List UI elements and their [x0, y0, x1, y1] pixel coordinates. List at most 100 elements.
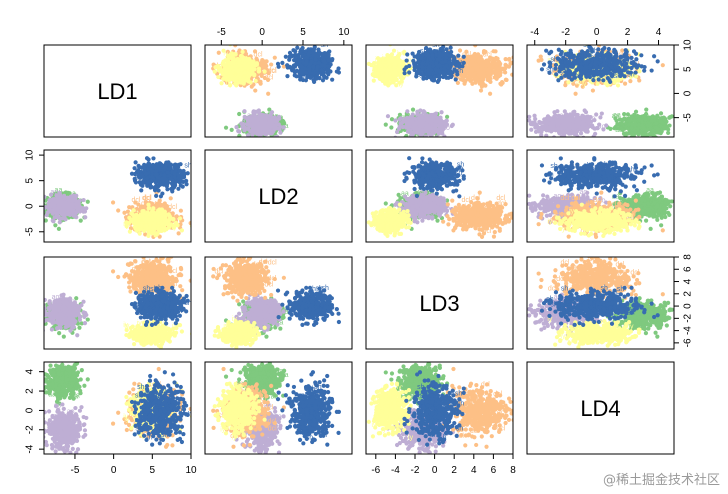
point: [265, 68, 270, 73]
point: [373, 71, 378, 76]
point: [418, 116, 423, 121]
point: [420, 64, 425, 70]
point: [371, 78, 376, 83]
point: [251, 109, 256, 114]
point: [622, 116, 627, 121]
point: [380, 68, 385, 73]
point: [462, 81, 467, 86]
point: [309, 74, 314, 79]
point: [306, 47, 311, 52]
point: [632, 118, 637, 123]
point: [476, 58, 481, 63]
panel-ld1-ld3: aaaaaaaaaaaaaaaaaaaaaaaaaaaaaaaaaaaaaaaa…: [365, 44, 514, 138]
point: [221, 59, 226, 64]
point: [480, 61, 485, 66]
point: [258, 112, 263, 117]
point: [225, 49, 230, 54]
point: [412, 61, 417, 66]
points-ld1-ld4: aaaaaaaaaaaaaaaaaaaaaaaaaaaaaaaaaaaaaaaa…: [527, 45, 674, 137]
point: [329, 58, 334, 63]
point: [220, 72, 225, 77]
point: [227, 83, 233, 88]
point: [443, 59, 448, 64]
point: [398, 116, 404, 121]
point: [293, 49, 298, 54]
point: [291, 57, 297, 63]
point: [503, 66, 508, 71]
point: [444, 114, 450, 119]
point: [233, 45, 238, 48]
point-label: iy: [223, 50, 229, 57]
point: [461, 54, 466, 59]
point: [240, 49, 245, 54]
point: [503, 77, 508, 82]
point: [281, 119, 286, 124]
point: [410, 107, 416, 112]
point: [228, 66, 233, 71]
point: [228, 45, 233, 47]
point: [452, 55, 457, 60]
point: [383, 122, 388, 127]
point: [449, 49, 454, 55]
point: [439, 125, 444, 130]
point: [410, 51, 415, 56]
point: [239, 56, 244, 61]
point: [625, 131, 630, 136]
point-label: aa: [612, 113, 620, 120]
point: [216, 50, 221, 55]
point: [239, 121, 244, 126]
point: [304, 60, 309, 66]
point: [269, 131, 274, 136]
point: [446, 60, 452, 65]
point: [234, 125, 239, 130]
point: [630, 132, 635, 137]
point: [472, 57, 477, 62]
point: [221, 48, 226, 53]
point: [439, 110, 444, 115]
point: [658, 119, 663, 124]
point: [510, 72, 513, 77]
point: [262, 69, 267, 74]
point: [417, 123, 423, 129]
point: [245, 73, 250, 78]
point: [383, 62, 388, 68]
point: [424, 121, 429, 127]
diagonal-label-ld1: LD1: [97, 79, 137, 104]
point: [371, 61, 377, 66]
point: [264, 129, 269, 134]
point: [219, 81, 224, 86]
point: [428, 125, 433, 130]
point: [456, 53, 461, 58]
point-label: dcl: [254, 51, 263, 58]
point: [437, 63, 442, 68]
point: [287, 50, 293, 55]
point: [253, 88, 258, 93]
point: [328, 69, 333, 74]
point: [226, 53, 231, 58]
point: [237, 111, 242, 117]
point: [478, 88, 484, 93]
point: [416, 49, 422, 55]
point: [448, 74, 454, 80]
point: [643, 117, 648, 122]
point: [242, 109, 247, 114]
point: [311, 46, 317, 52]
point: [261, 125, 266, 130]
point: [271, 115, 276, 121]
point: [424, 52, 429, 57]
point: [321, 52, 326, 58]
panel-ld1-ld1: LD1: [43, 44, 192, 138]
point-label: dcl: [257, 61, 266, 68]
point: [662, 116, 667, 121]
point: [313, 53, 318, 58]
point: [385, 80, 390, 85]
point: [307, 67, 312, 72]
point: [237, 63, 242, 68]
point: [404, 65, 409, 70]
point: [243, 78, 248, 83]
point: [250, 135, 255, 137]
point: [498, 81, 503, 86]
point: [313, 57, 318, 62]
point: [389, 125, 394, 130]
point: [527, 114, 532, 119]
